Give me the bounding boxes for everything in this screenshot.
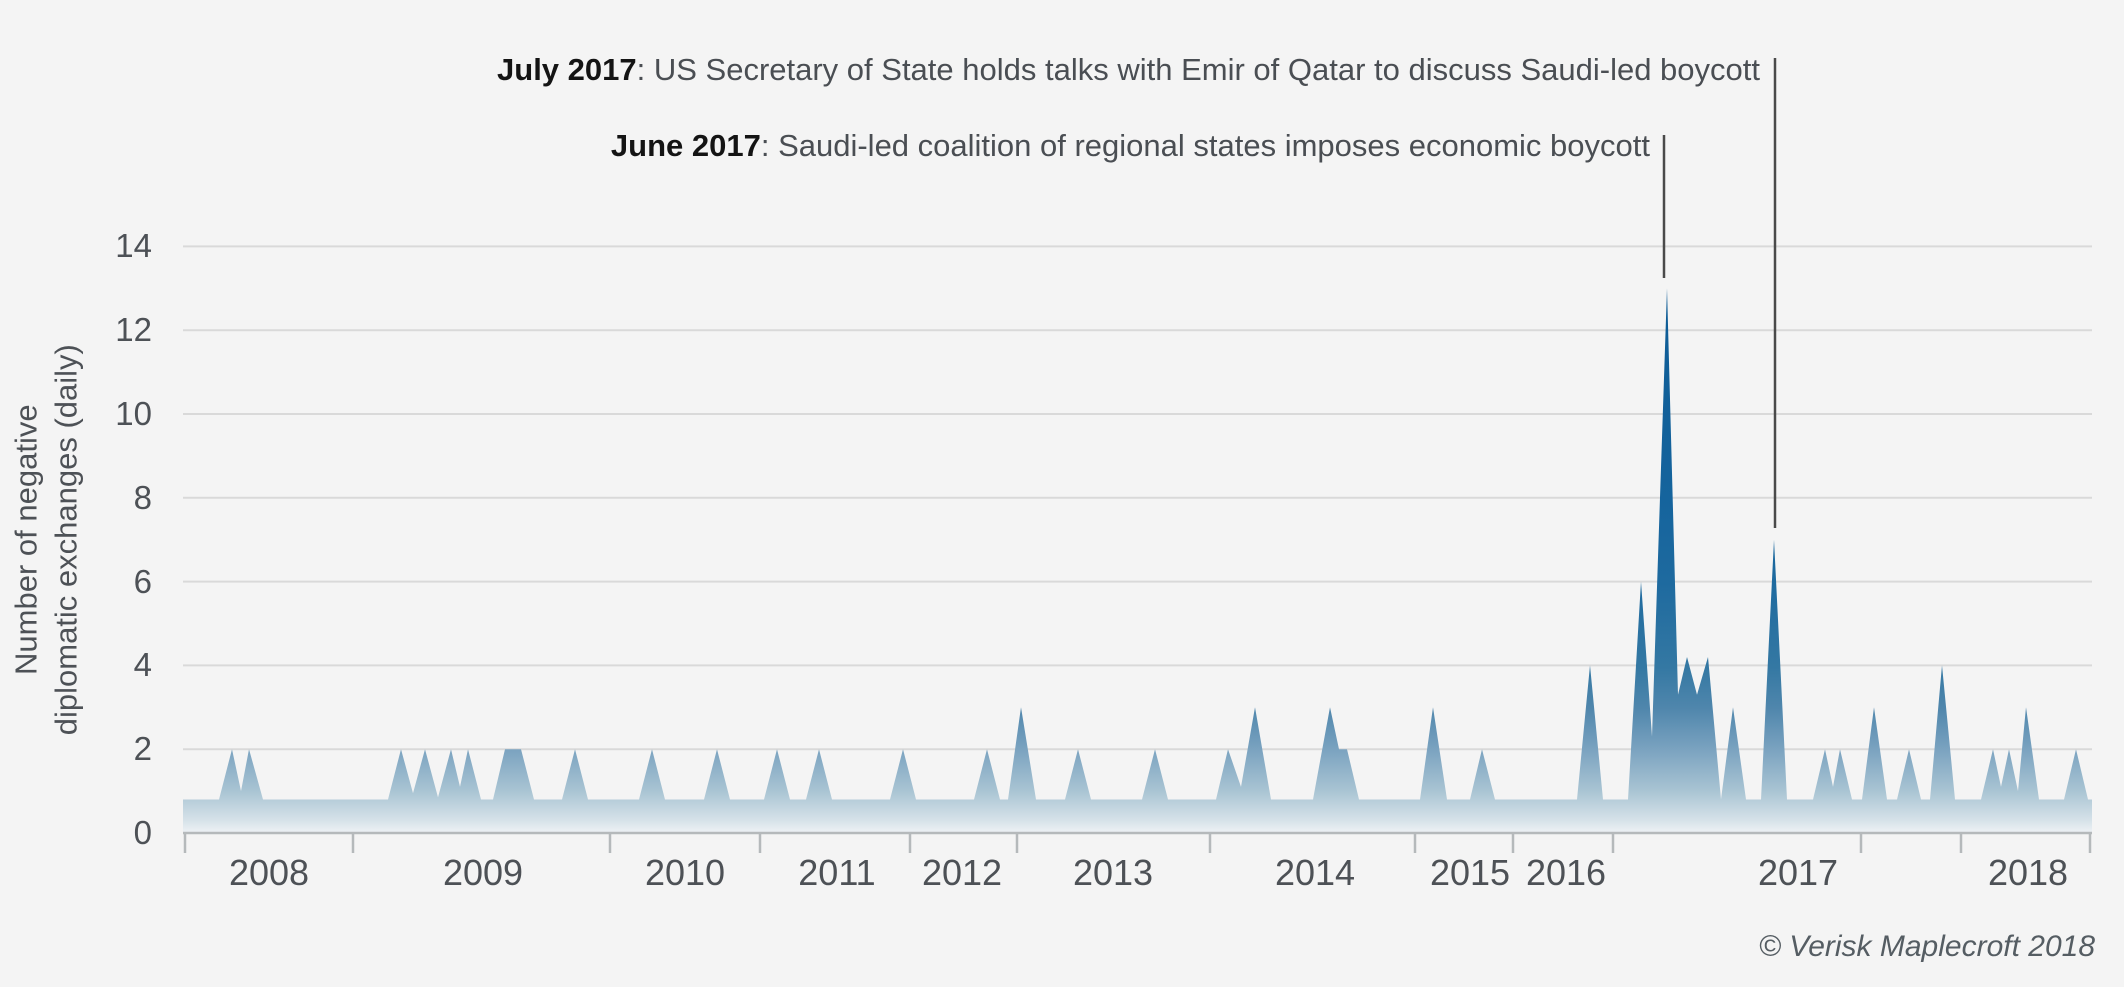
y-tick-label-10: 10: [115, 395, 152, 432]
x-year-label-2016: 2016: [1525, 852, 1607, 893]
annotation-june-2017: June 2017: Saudi-led coalition of region…: [611, 128, 1650, 164]
x-year-label-2009: 2009: [442, 852, 524, 893]
y-tick-label-14: 14: [115, 227, 152, 265]
annotation-callout-lines: [1662, 58, 1777, 528]
annotation-june-2017-text: : Saudi-led coalition of regional states…: [760, 128, 1650, 163]
y-tick-label-12: 12: [115, 311, 152, 349]
annotation-july-2017-date: July 2017: [497, 52, 637, 87]
y-tick-label-0: 0: [133, 814, 152, 851]
x-axis: [183, 831, 2092, 853]
x-year-label-2010: 2010: [644, 852, 726, 893]
x-year-label-2014: 2014: [1274, 852, 1356, 893]
x-year-label-2018: 2018: [1987, 852, 2069, 893]
x-year-label-2011: 2011: [798, 852, 876, 893]
copyright-note: © Verisk Maplecroft 2018: [1758, 930, 2095, 963]
gridlines: [183, 245, 2092, 751]
x-year-label-2012: 2012: [921, 852, 1003, 893]
y-tick-label-2: 2: [133, 730, 152, 768]
y-tick-label-8: 8: [133, 478, 152, 516]
y-tick-label-4: 4: [133, 646, 152, 684]
negative-exchanges-area-series: [183, 288, 2092, 833]
annotation-july-2017-text: : US Secretary of State holds talks with…: [636, 52, 1760, 87]
annotation-july-2017: July 2017: US Secretary of State holds t…: [497, 52, 1760, 88]
x-year-label-2008: 2008: [228, 852, 310, 893]
y-tick-label-6: 6: [133, 562, 152, 600]
x-year-label-2015: 2015: [1429, 852, 1511, 893]
x-year-label-2017: 2017: [1757, 852, 1839, 893]
annotation-june-2017-date: June 2017: [610, 128, 761, 163]
x-year-label-2013: 2013: [1072, 852, 1154, 893]
